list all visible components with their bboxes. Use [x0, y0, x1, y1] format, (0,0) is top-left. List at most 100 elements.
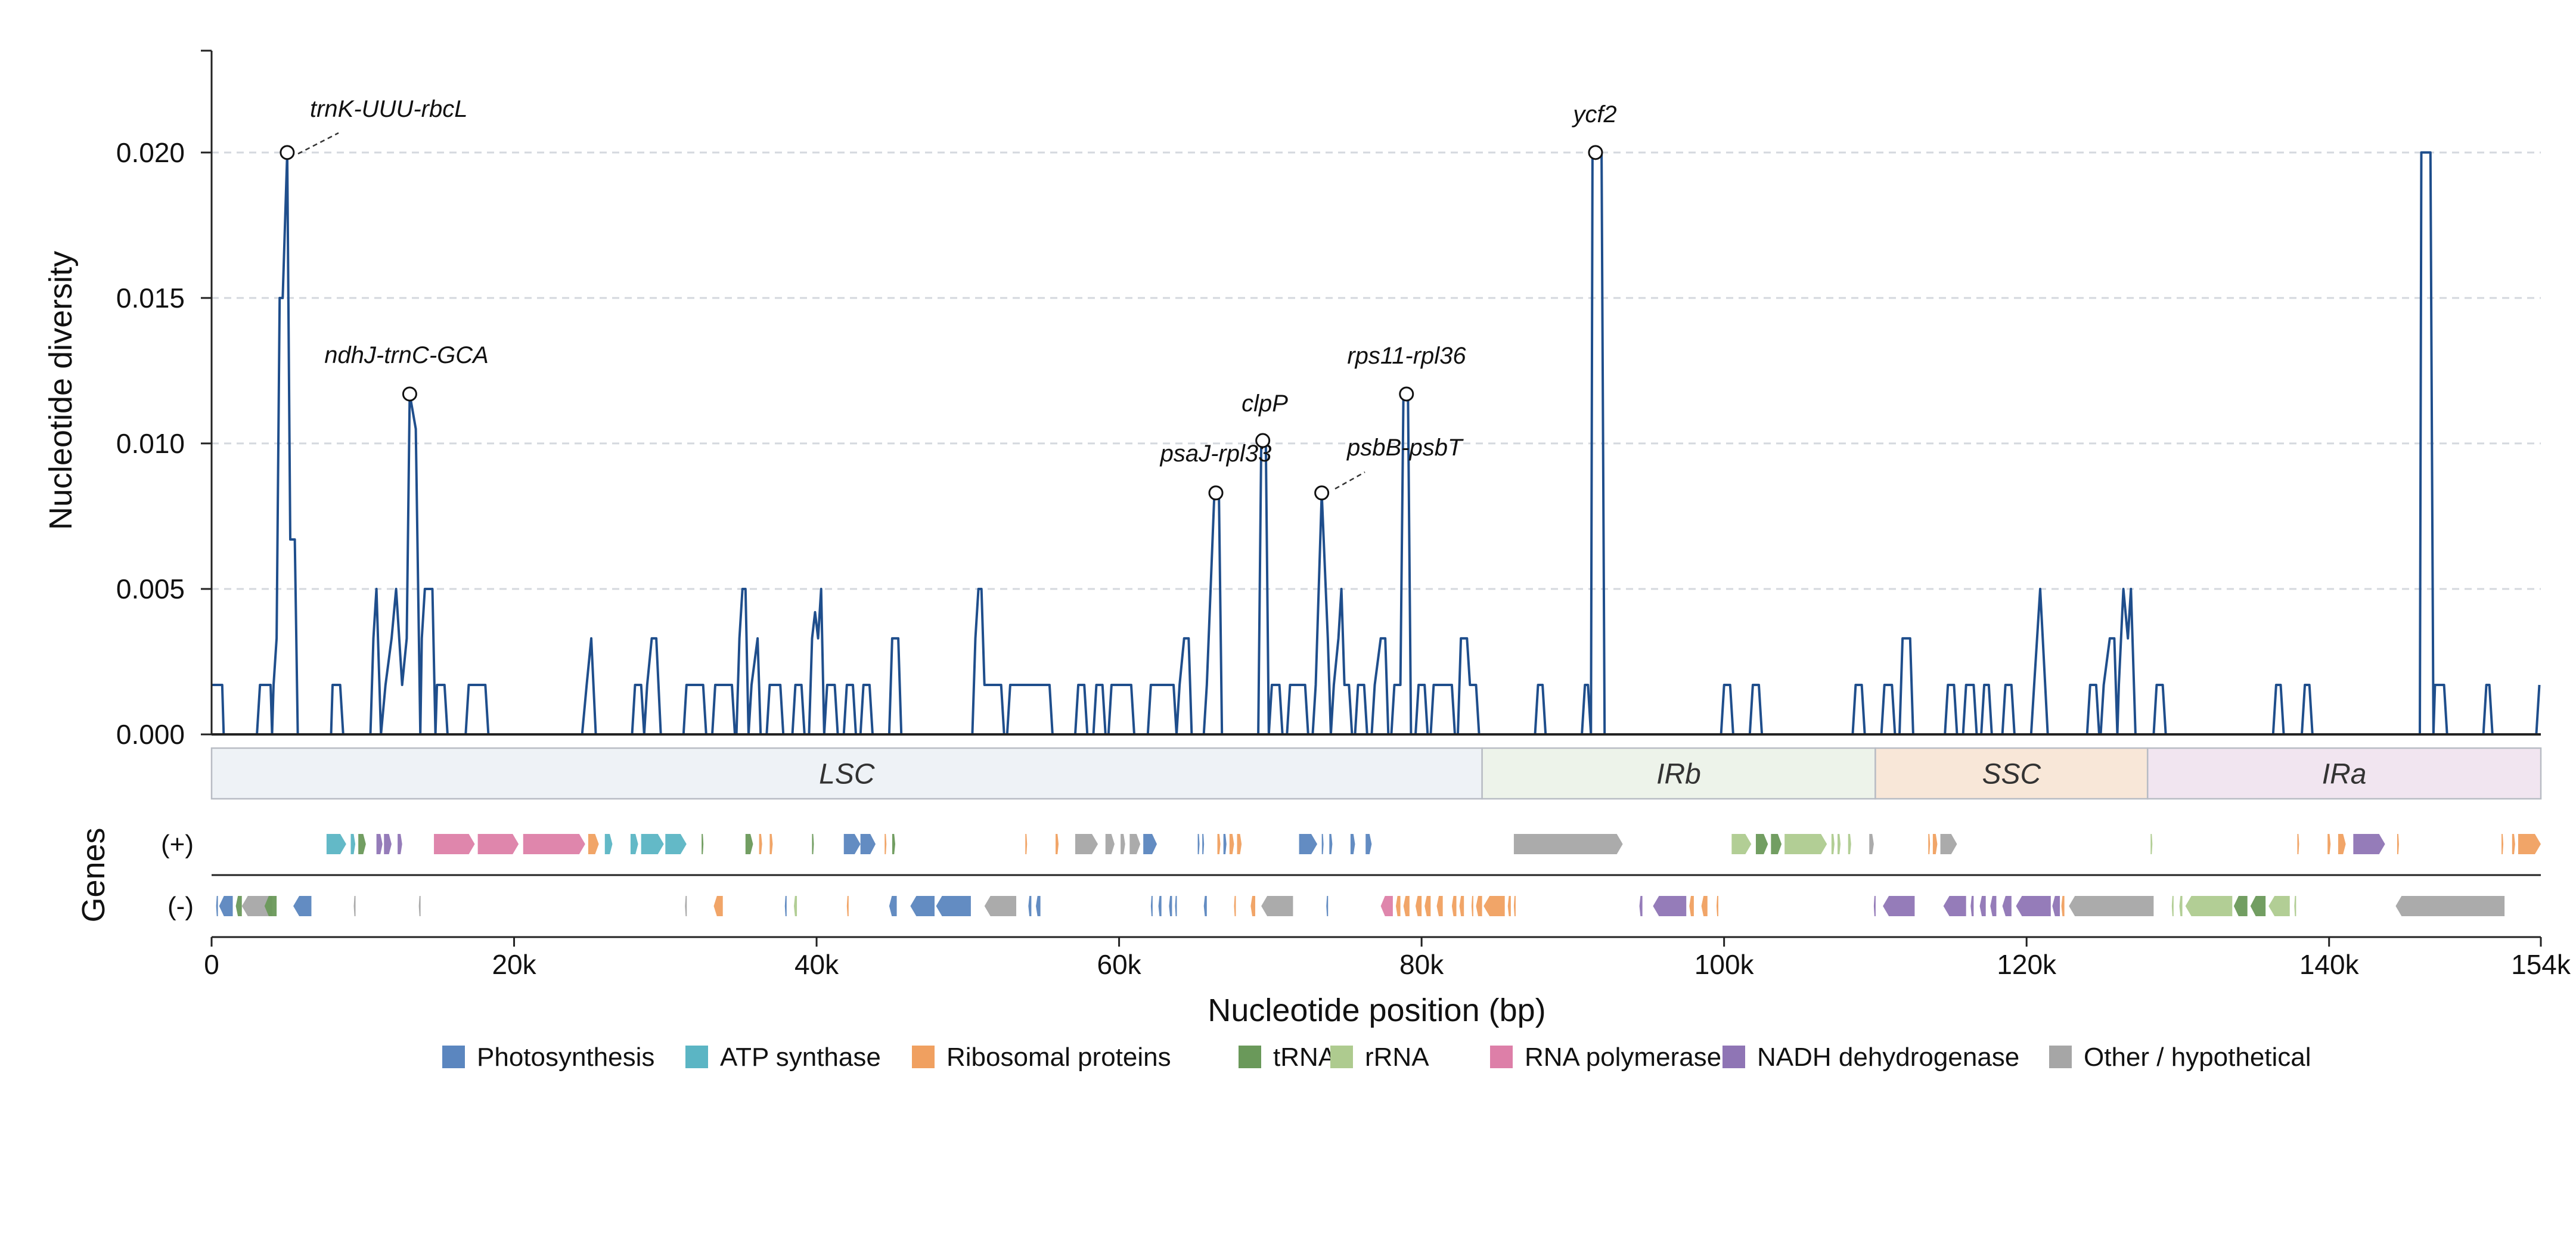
peak-label: trnK-UUU-rbcL: [310, 96, 467, 122]
gene-photo: [1028, 896, 1032, 916]
x-tick-label: 80k: [1399, 949, 1444, 980]
gene-photo: [910, 896, 935, 916]
legend-swatch-rrna: [1330, 1046, 1353, 1068]
gene-photo: [1158, 896, 1162, 916]
gene-ribo: [2397, 834, 2399, 854]
y-tick-label: 0.020: [116, 137, 185, 168]
x-tick-label: 60k: [1097, 949, 1142, 980]
peak-marker: [402, 386, 417, 402]
gene-trna: [745, 834, 753, 854]
gene-trna: [264, 896, 277, 916]
gene-trna: [1755, 834, 1768, 854]
legend-label: Photosynthesis: [477, 1043, 654, 1072]
gene-ribo: [1483, 896, 1505, 916]
gene-rrna: [1848, 834, 1851, 854]
gene-trna: [2233, 896, 2248, 916]
peak-label: ycf2: [1571, 101, 1616, 128]
gene-photo: [1143, 834, 1157, 854]
gene-ribo: [1451, 896, 1457, 916]
gene-photo: [1203, 896, 1207, 916]
gene-trna: [358, 834, 366, 854]
gene-ribo: [2501, 834, 2504, 854]
gene-ndh: [1990, 896, 1997, 916]
gene-atp: [641, 834, 664, 854]
gene-rnap: [477, 834, 519, 854]
gene-ribo: [713, 896, 723, 916]
gene-trna: [812, 834, 814, 854]
gene-photo: [1169, 896, 1172, 916]
gene-ribo: [1476, 896, 1482, 916]
genome-regions-bar: LSC IRb SSC IRa: [210, 747, 2542, 800]
gene-ribo: [588, 834, 599, 854]
gene-rrna: [1831, 834, 1835, 854]
x-tick-label: 40k: [794, 949, 839, 980]
gene-ribo: [1424, 896, 1431, 916]
gene-ribo: [1471, 896, 1473, 916]
gene-rrna: [2294, 896, 2296, 916]
genes-axis-title: Genes: [76, 827, 111, 922]
gene-photo: [784, 896, 787, 916]
gene-ribo: [2327, 834, 2331, 854]
annotation-leader: [1334, 471, 1365, 490]
gene-photo: [1197, 834, 1200, 854]
gene-trna: [702, 834, 704, 854]
region-ssc: [1874, 747, 2149, 800]
plus-strand-label: (+): [161, 830, 194, 859]
peak-marker: [1208, 485, 1224, 501]
gene-rnap: [523, 834, 585, 854]
gene-ribo: [1513, 896, 1516, 916]
gene-photo: [1223, 834, 1227, 854]
peak-marker: [1399, 386, 1414, 402]
gene-photo: [1175, 896, 1177, 916]
gene-rnap: [1380, 896, 1393, 916]
gene-photo: [1299, 834, 1318, 854]
gene-photo: [1036, 896, 1041, 916]
region-label: SSC: [1982, 759, 2041, 790]
gene-other: [2395, 896, 2505, 916]
x-tick-label: 154k: [2511, 949, 2571, 980]
gene-ribo: [1689, 896, 1694, 916]
axes: 0.000 0.005 0.010 0.015 0.020 0 20k 40k 60k 80k 10…: [116, 49, 2571, 980]
gene-rrna: [1784, 834, 1827, 854]
gene-photo: [1326, 896, 1329, 916]
gene-photo: [889, 896, 897, 916]
gene-ribo: [2338, 834, 2346, 854]
gene-tracks: (+) (-): [161, 830, 2541, 921]
region-label: LSC: [819, 759, 875, 790]
gene-atp: [630, 834, 638, 854]
gene-ndh: [1883, 896, 1915, 916]
y-axis-title: Nucleotide diversity: [43, 251, 79, 530]
gene-atp: [326, 834, 346, 854]
gene-other: [1261, 896, 1293, 916]
legend-label: ATP synthase: [720, 1043, 881, 1072]
gene-trna: [2250, 896, 2266, 916]
gene-photo: [216, 896, 218, 916]
gene-ribo: [2297, 834, 2299, 854]
minus-strand-label: (-): [167, 892, 194, 921]
x-tick-label: 100k: [1694, 949, 1755, 980]
y-tick-label: 0.010: [116, 428, 185, 459]
gene-rrna: [2179, 896, 2183, 916]
y-tick-label: 0.015: [116, 283, 185, 314]
peak-label: clpP: [1242, 390, 1288, 417]
gene-rrna: [794, 896, 797, 916]
gene-rrna: [2185, 896, 2233, 916]
gene-other: [1075, 834, 1098, 854]
legend-label: NADH dehydrogenase: [1757, 1043, 2019, 1072]
peak-label: psbB-psbT: [1346, 435, 1464, 461]
gene-ribo: [1701, 896, 1708, 916]
gene-ndh: [1873, 896, 1876, 916]
gene-ribo: [1459, 896, 1464, 916]
gene-ribo: [2061, 896, 2065, 916]
legend-label: RNA polymerase: [1525, 1043, 1721, 1072]
gene-ndh: [1639, 896, 1643, 916]
gene-photo: [1202, 834, 1205, 854]
gene-ribo: [884, 834, 887, 854]
gene-rrna: [2150, 834, 2153, 854]
legend-swatch-ndh: [1722, 1046, 1745, 1068]
gene-other: [1129, 834, 1141, 854]
gene-ribo: [846, 896, 849, 916]
region-lsc: [210, 747, 1483, 800]
gene-ribo: [1436, 896, 1443, 916]
gene-trna: [1771, 834, 1782, 854]
